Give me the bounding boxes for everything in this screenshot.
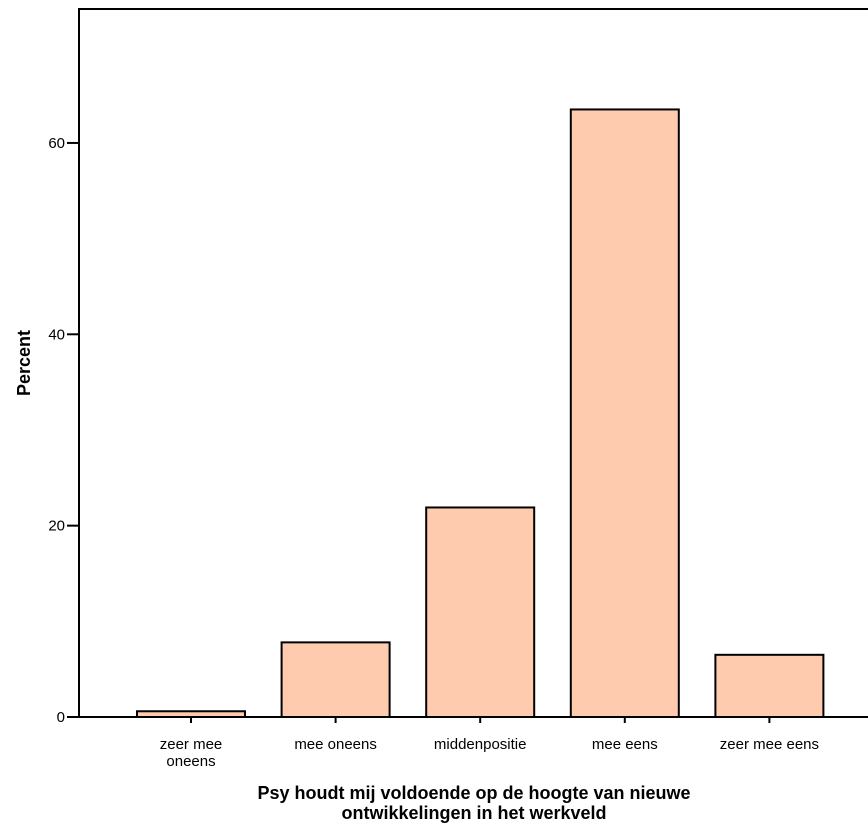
y-tick-label-1: 20 — [48, 518, 65, 535]
bar-0 — [136, 710, 246, 719]
x-tick-label-3: mee eens — [592, 736, 658, 753]
x-tick-label-4: zeer mee eens — [720, 736, 819, 753]
x-tick-label-1: mee oneens — [294, 736, 377, 753]
y-tick-label-0: 0 — [57, 709, 65, 726]
y-tick-label-2: 40 — [48, 326, 65, 343]
x-tick-label-0: zeer mee oneens — [160, 736, 223, 770]
x-tick-label-2: middenpositie — [434, 736, 527, 753]
x-axis-title: Psy houdt mij voldoende op de hoogte van… — [257, 783, 690, 823]
bar-2 — [425, 506, 536, 718]
bars-group — [136, 108, 825, 719]
y-tick-label-3: 60 — [48, 135, 65, 152]
bar-3 — [569, 108, 680, 718]
x-axis: zeer mee oneens mee oneens middenpositie mee… — [160, 717, 819, 770]
bar-4 — [714, 653, 825, 718]
y-axis: 0 20 40 60 — [48, 135, 79, 726]
y-axis-title: Percent — [14, 330, 34, 396]
bar-1 — [280, 641, 391, 719]
